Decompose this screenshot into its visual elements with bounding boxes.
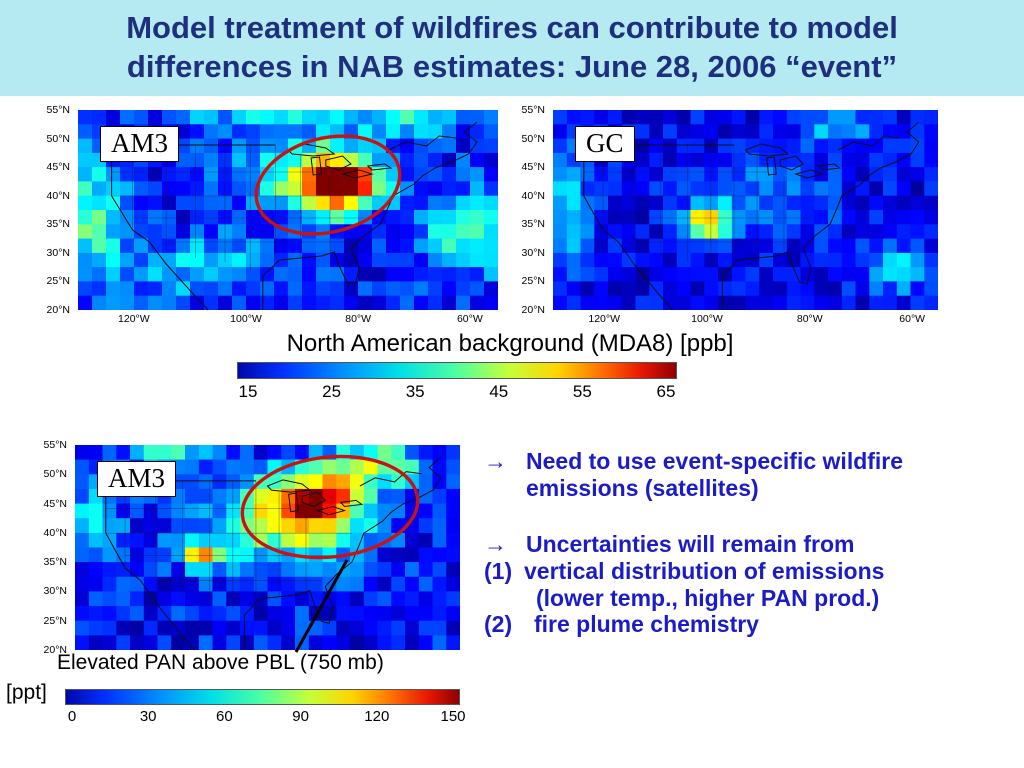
map-label-am3-top: AM3 <box>100 126 180 162</box>
lat-axis-am3-top: 55°N 50°N 45°N 40°N 35°N 30°N 25°N 20°N <box>38 104 74 316</box>
colorbar-ticks-nab: 15 25 35 45 55 65 <box>239 379 676 401</box>
lat-tick-label: 30°N <box>521 246 545 259</box>
map-label-gc-top: GC <box>575 126 635 162</box>
lat-tick-label: 20°N <box>521 304 545 316</box>
lat-tick-label: 50°N <box>521 132 545 145</box>
notes-block: → Need to use event-specific wildfire em… <box>484 448 1024 638</box>
map-panel-am3-top: AM3 55°N 50°N 45°N 40°N 35°N 30°N 25°N 20°N 120… <box>47 104 498 325</box>
lat-tick-label: 40°N <box>43 526 67 539</box>
map-plot-am3-top: AM3 55°N 50°N 45°N 40°N 35°N 30°N 25°N 20°N 120… <box>47 104 498 325</box>
colorbar-tick-label: 0 <box>67 708 77 725</box>
lat-tick-label: 45°N <box>43 497 67 510</box>
lat-axis-gc-top: 55°N 50°N 45°N 40°N 35°N 30°N 25°N 20°N <box>513 104 549 316</box>
arrow-icon: → <box>484 448 507 474</box>
lat-tick-label: 30°N <box>46 246 70 259</box>
colorbar-nab: 15 25 35 45 55 65 <box>237 362 677 401</box>
colorbar-tick-label: 35 <box>405 382 425 401</box>
colorbar-gradient-nab <box>237 362 677 379</box>
lat-tick-label: 25°N <box>43 614 67 627</box>
pan-caption: Elevated PAN above PBL (750 mb) <box>57 651 384 674</box>
colorbar-tick-label: 120 <box>364 708 390 725</box>
lat-tick-label: 40°N <box>521 189 545 202</box>
colorbar-tick-label: 55 <box>572 382 592 401</box>
colorbar-tick-label: 60 <box>216 708 233 725</box>
map-panel-am3-bottom: AM3 55°N 50°N 45°N 40°N 35°N 30°N 25°N 20°N <box>44 439 460 656</box>
item2-number: (2) <box>484 611 513 638</box>
colorbar-tick-label: 45 <box>489 382 509 401</box>
lon-tick-label: 60°W <box>899 313 926 325</box>
lat-tick-label: 50°N <box>46 132 70 145</box>
lon-tick-label: 80°W <box>796 313 823 325</box>
colorbar-tick-label: 90 <box>292 708 309 725</box>
lat-tick-label: 20°N <box>46 304 70 316</box>
lon-axis-am3-top: 120°W 100°W 80°W 60°W <box>78 310 498 328</box>
map-panel-gc-top: GC 55°N 50°N 45°N 40°N 35°N 30°N 25°N 20°N 120°… <box>522 104 938 325</box>
lon-tick-label: 100°W <box>230 313 262 325</box>
lat-tick-label: 35°N <box>521 218 545 231</box>
item-vertical-distribution: (1) vertical distribution of emissions <box>484 558 1024 585</box>
lat-tick-label: 25°N <box>521 275 545 288</box>
colorbar-tick-label: 15 <box>238 382 258 401</box>
bullet-event-specific-text: Need to use event-specific wildfire emis… <box>526 448 903 501</box>
item2-text: fire plume chemistry <box>534 611 759 638</box>
colorbar-gradient-pan <box>65 689 460 705</box>
lat-tick-label: 35°N <box>46 218 70 231</box>
bullet1-line1: Need to use event-specific wildfire <box>526 448 904 474</box>
lat-tick-label: 35°N <box>43 556 67 569</box>
arrow-icon: → <box>484 531 507 558</box>
colorbar-title-nab: North American background (MDA8) [ppb] <box>286 330 734 357</box>
item1-subtext: (lower temp., higher PAN prod.) <box>536 584 880 611</box>
slide-title-line2: differences in NAB estimates: June 28, 2… <box>126 49 898 84</box>
bullet-uncertainties-text: Uncertainties will remain from <box>526 531 855 558</box>
lat-tick-label: 30°N <box>43 585 67 598</box>
pan-units-label: [ppt] <box>6 681 47 704</box>
colorbar-pan: 0 30 60 90 120 150 <box>65 689 466 725</box>
spacer <box>484 501 1024 531</box>
lon-tick-label: 80°W <box>345 313 372 325</box>
lat-tick-label: 20°N <box>43 644 67 656</box>
slide-title-line1: Model treatment of wildfires can contrib… <box>126 10 898 46</box>
lon-tick-label: 120°W <box>118 313 150 325</box>
bullet-event-specific: → Need to use event-specific wildfire em… <box>484 448 1024 501</box>
lat-tick-label: 55°N <box>43 439 67 451</box>
lat-tick-label: 55°N <box>521 104 545 116</box>
lat-tick-label: 45°N <box>521 161 545 174</box>
lat-tick-label: 25°N <box>46 275 70 288</box>
lat-tick-label: 50°N <box>43 468 67 481</box>
colorbar-tick-label: 30 <box>139 708 157 725</box>
item1-text: vertical distribution of emissions <box>524 558 885 585</box>
map-label-am3-bottom: AM3 <box>97 461 177 497</box>
lon-axis-gc-top: 120°W 100°W 80°W 60°W <box>553 310 938 328</box>
lon-tick-label: 120°W <box>588 313 621 325</box>
colorbar-ticks-pan: 0 30 60 90 120 150 <box>68 705 466 727</box>
colorbar-tick-label: 65 <box>656 382 676 401</box>
map-plot-am3-bottom: AM3 55°N 50°N 45°N 40°N 35°N 30°N 25°N 20°N <box>44 439 460 656</box>
bullet-uncertainties: → Uncertainties will remain from <box>484 531 1024 558</box>
lat-tick-label: 45°N <box>46 161 70 174</box>
lat-tick-label: 40°N <box>46 189 70 202</box>
title-banner: Model treatment of wildfires can contrib… <box>0 0 1024 96</box>
lon-tick-label: 60°W <box>456 313 483 325</box>
item-fire-plume: (2) fire plume chemistry <box>484 611 1024 638</box>
lon-tick-label: 100°W <box>691 313 723 325</box>
map-plot-gc-top: GC 55°N 50°N 45°N 40°N 35°N 30°N 25°N 20°N 120°… <box>522 104 938 325</box>
lat-tick-label: 55°N <box>46 104 70 116</box>
colorbar-tick-label: 25 <box>322 382 342 401</box>
item-vertical-distribution-sub: (lower temp., higher PAN prod.) <box>484 585 1024 612</box>
bullet1-line2: emissions (satellites) <box>526 474 759 501</box>
colorbar-tick-label: 150 <box>440 708 466 725</box>
lat-axis-am3-bottom: 55°N 50°N 45°N 40°N 35°N 30°N 25°N 20°N <box>35 439 71 656</box>
item1-number: (1) <box>484 558 513 585</box>
